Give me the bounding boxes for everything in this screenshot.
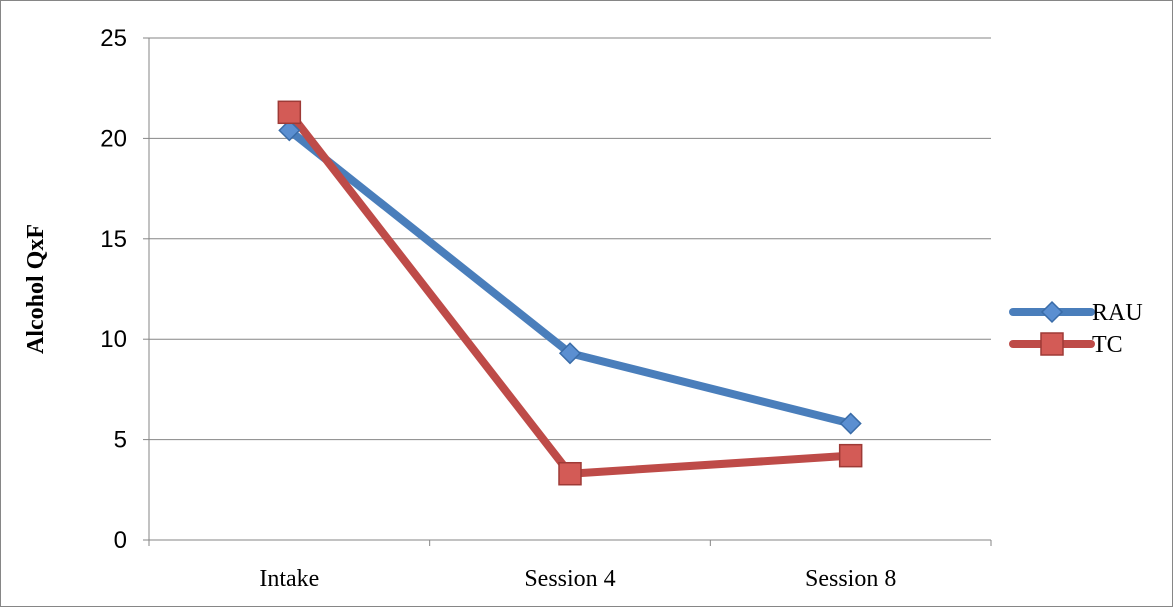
series-line-tc [285, 108, 855, 478]
series-line-rau [285, 126, 855, 428]
x-tick-labels: Intake Session 4 Session 8 [259, 566, 896, 592]
marker-diamond [278, 119, 301, 142]
y-tick-label: 0 [114, 527, 127, 554]
y-tick-label: 25 [100, 25, 127, 52]
marker-diamond [839, 412, 862, 435]
axes [143, 37, 992, 546]
marker-diamond [1040, 300, 1064, 324]
y-axis-title: Alcohol QxF [23, 224, 49, 354]
y-tick-label: 20 [100, 125, 127, 152]
x-tick-label: Intake [259, 566, 319, 592]
x-tick-label: Session 4 [524, 566, 615, 592]
legend-label: RAU [1092, 300, 1143, 326]
y-tick-labels: 0 5 10 15 20 25 [100, 25, 127, 554]
legend-label: TC [1092, 332, 1123, 358]
marker-square [558, 461, 582, 486]
x-tick-label: Session 8 [805, 566, 896, 592]
marker-diamond [558, 342, 582, 365]
marker-square [838, 443, 863, 468]
y-tick-label: 15 [100, 226, 127, 253]
legend: RAU TC [1009, 300, 1143, 358]
y-tick-label: 10 [100, 326, 127, 353]
marker-square [1040, 332, 1064, 356]
gridlines [149, 37, 991, 441]
marker-square [277, 100, 302, 125]
y-tick-label: 5 [114, 427, 127, 454]
series [277, 100, 863, 486]
